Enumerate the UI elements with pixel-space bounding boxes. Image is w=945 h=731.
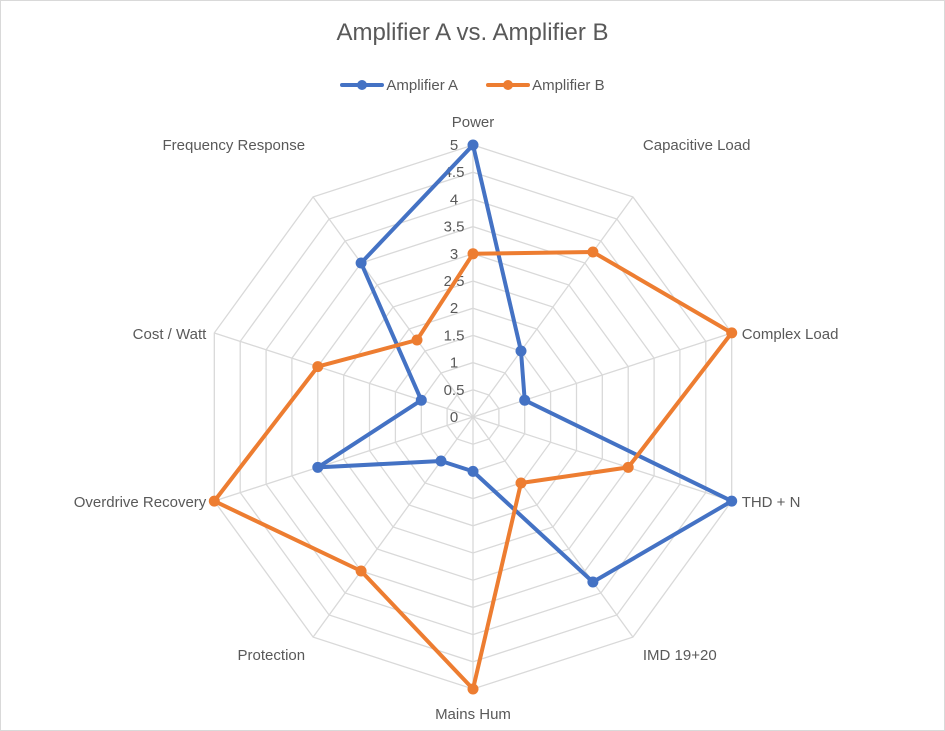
legend: Amplifier A Amplifier B <box>1 75 944 95</box>
tick-label: 1.5 <box>444 327 465 344</box>
tick-label: 4 <box>450 191 458 208</box>
data-point-amplifier-a <box>519 394 531 406</box>
category-label: THD + N <box>742 494 801 511</box>
tick-label: 3.5 <box>444 219 465 236</box>
tick-label: 2 <box>450 300 458 317</box>
grid-spoke <box>472 332 732 418</box>
data-point-amplifier-a <box>312 461 324 473</box>
data-point-amplifier-a <box>355 257 367 269</box>
category-label: Frequency Response <box>163 137 306 154</box>
data-point-amplifier-b <box>726 327 738 339</box>
data-point-amplifier-b <box>411 334 423 346</box>
series-line-amplifier-a <box>315 143 734 584</box>
legend-swatch-amplifier-a <box>340 80 385 90</box>
category-label: Capacitive Load <box>643 137 751 154</box>
tick-label: 0 <box>450 409 458 426</box>
tick-label: 1 <box>450 355 458 372</box>
chart-title: Amplifier A vs. Amplifier B <box>336 19 609 46</box>
tick-label: 3 <box>450 246 458 263</box>
data-point-amplifier-b <box>312 361 324 373</box>
data-point-amplifier-a <box>435 455 447 467</box>
data-point-amplifier-b <box>622 461 634 473</box>
legend-swatch-amplifier-b <box>486 80 531 90</box>
legend-item-amplifier-b[interactable]: Amplifier B <box>486 75 605 95</box>
data-point-amplifier-a <box>467 139 479 151</box>
data-point-amplifier-b <box>355 565 367 577</box>
grid-spoke <box>312 416 474 638</box>
category-label: Power <box>452 114 495 131</box>
data-point-amplifier-b <box>587 246 599 258</box>
grid-spoke <box>472 416 732 502</box>
grid-spoke <box>214 332 474 418</box>
data-point-amplifier-b <box>515 477 527 489</box>
legend-label-amplifier-b: Amplifier B <box>532 76 605 94</box>
grid-spoke <box>472 196 634 418</box>
tick-label: 5 <box>450 137 458 154</box>
category-label: Cost / Watt <box>133 326 207 343</box>
data-point-amplifier-a <box>415 394 427 406</box>
grid-spoke <box>312 196 474 418</box>
category-label: Complex Load <box>742 326 839 343</box>
data-point-amplifier-b <box>467 248 479 260</box>
data-point-amplifier-b <box>208 495 220 507</box>
category-label: Protection <box>238 647 306 664</box>
data-point-amplifier-b <box>467 683 479 695</box>
grid-spoke <box>214 416 474 502</box>
tick-label: 0.5 <box>444 382 465 399</box>
data-point-amplifier-a <box>587 576 599 588</box>
category-label: IMD 19+20 <box>643 647 717 664</box>
grid-spoke <box>472 416 634 638</box>
legend-label-amplifier-a: Amplifier A <box>386 76 459 94</box>
data-point-amplifier-a <box>467 465 479 477</box>
data-point-amplifier-a <box>726 495 738 507</box>
legend-item-amplifier-a[interactable]: Amplifier A <box>340 75 458 95</box>
category-label: Mains Hum <box>435 706 511 723</box>
data-point-amplifier-a <box>515 345 527 357</box>
category-label: Overdrive Recovery <box>74 494 207 511</box>
